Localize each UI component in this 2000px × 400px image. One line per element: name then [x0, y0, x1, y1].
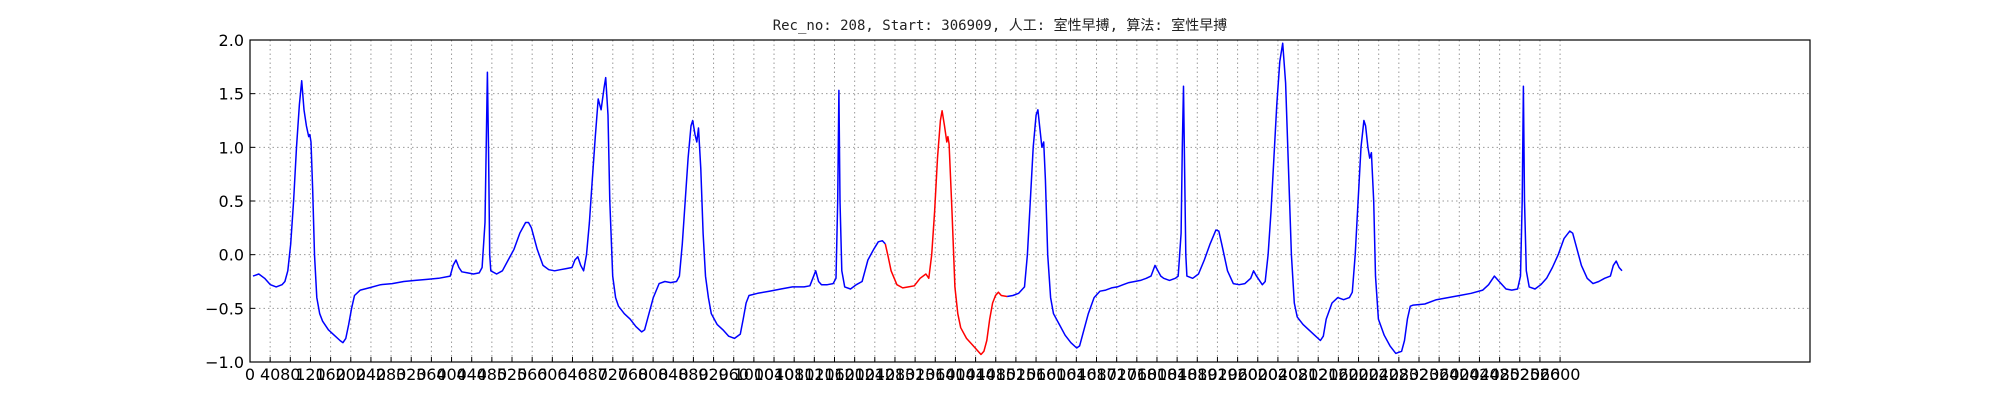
y-tick-label: 1.0	[219, 138, 244, 157]
y-tick-label: 0.0	[219, 246, 244, 265]
x-tick-label: 2000	[1237, 365, 1278, 384]
series-line-3	[1006, 42, 1623, 355]
series-line-1	[252, 71, 886, 344]
x-tick-label: 2440	[1459, 365, 1500, 384]
x-tick-label: 120	[295, 365, 326, 384]
x-tick-label: 1320	[895, 365, 936, 384]
x-tick-label: 240	[356, 365, 387, 384]
x-tick-label: 2280	[1378, 365, 1419, 384]
x-tick-label: 1640	[1056, 365, 1097, 384]
x-tick-label: 1680	[1076, 365, 1117, 384]
x-tick-label: 920	[698, 365, 729, 384]
x-tick-label: 360	[416, 365, 447, 384]
y-tick-label: −1.0	[205, 353, 244, 372]
x-tick-label: 80	[280, 365, 300, 384]
x-tick-label: 1440	[955, 365, 996, 384]
x-tick-label: 2560	[1520, 365, 1561, 384]
signal-traces	[252, 42, 1623, 356]
x-tick-label: 480	[477, 365, 508, 384]
x-tick-label: 2480	[1479, 365, 1520, 384]
x-tick-label: 2120	[1298, 365, 1339, 384]
x-tick-label: 1800	[1137, 365, 1178, 384]
x-tick-label: 2240	[1358, 365, 1399, 384]
x-tick-label: 1960	[1217, 365, 1258, 384]
x-tick-label: 880	[678, 365, 709, 384]
x-tick-label: 2160	[1318, 365, 1359, 384]
x-tick-label: 960	[718, 365, 749, 384]
x-tick-label: 2520	[1499, 365, 1540, 384]
x-tick-label: 1360	[915, 365, 956, 384]
chart-title: Rec_no: 208, Start: 306909, 人工: 室性早搏, 算法…	[773, 17, 1228, 34]
x-tick-label: 400	[436, 365, 467, 384]
x-tick-label: 1920	[1197, 365, 1238, 384]
y-tick-label: 2.0	[219, 31, 244, 50]
x-tick-label: 200	[336, 365, 367, 384]
x-tick-label: 1720	[1096, 365, 1137, 384]
y-tick-label: 0.5	[219, 192, 244, 211]
x-tick-label: 1840	[1157, 365, 1198, 384]
x-tick-label: 720	[598, 365, 629, 384]
x-tick-label: 640	[557, 365, 588, 384]
x-tick-label: 1240	[854, 365, 895, 384]
x-tick-label: 800	[638, 365, 669, 384]
x-tick-label: 1880	[1177, 365, 1218, 384]
x-tick-label: 680	[577, 365, 608, 384]
x-tick-label: 1400	[935, 365, 976, 384]
x-tick-label: 1080	[774, 365, 815, 384]
x-tick-label: 1600	[1036, 365, 1077, 384]
x-tick-label: 1040	[754, 365, 795, 384]
x-tick-label: 2200	[1338, 365, 1379, 384]
x-tick-label: 2080	[1278, 365, 1319, 384]
x-tick-label: 2600	[1540, 365, 1581, 384]
x-tick-label: 1120	[794, 365, 835, 384]
x-tick-label: 440	[456, 365, 487, 384]
x-tick-label: 1280	[875, 365, 916, 384]
x-tick-label: 40	[260, 365, 280, 384]
x-tick-label: 0	[245, 365, 255, 384]
x-tick-label: 560	[517, 365, 548, 384]
x-tick-label: 160	[315, 365, 346, 384]
x-tick-label: 320	[396, 365, 427, 384]
x-tick-label: 600	[537, 365, 568, 384]
x-tick-label: 2040	[1258, 365, 1299, 384]
x-tick-label: 520	[497, 365, 528, 384]
y-tick-label: −0.5	[205, 299, 244, 318]
y-tick-label: 1.5	[219, 85, 244, 104]
x-tick-label: 1760	[1116, 365, 1157, 384]
x-axis-ticks: 0 40 8012016020024028032036040044048052056…	[245, 357, 1581, 384]
x-tick-label: 760	[618, 365, 649, 384]
y-axis-ticks: −1.0 −0.5 0.0 0.5 1.0 1.5 2.0	[205, 31, 255, 372]
x-tick-label: 2400	[1439, 365, 1480, 384]
x-tick-label: 1560	[1016, 365, 1057, 384]
x-tick-label: 1520	[996, 365, 1037, 384]
x-tick-label: 1160	[814, 365, 855, 384]
x-tick-label: 1200	[834, 365, 875, 384]
x-tick-label: 2320	[1399, 365, 1440, 384]
x-tick-label: 2360	[1419, 365, 1460, 384]
x-tick-label: 1480	[975, 365, 1016, 384]
x-tick-label: 840	[658, 365, 689, 384]
x-tick-label: 1000	[734, 365, 775, 384]
x-tick-label: 280	[376, 365, 407, 384]
series-line-2	[884, 110, 1008, 356]
